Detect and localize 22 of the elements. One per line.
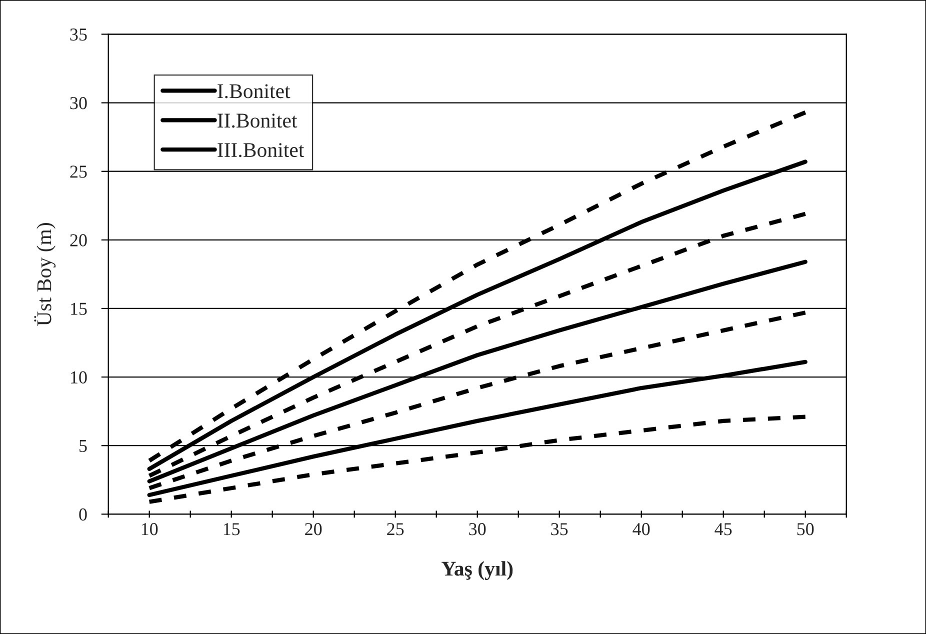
x-tick-label: 10 [142, 523, 158, 536]
y-tick-label: 10 [71, 371, 87, 384]
y-tick-label: 0 [79, 508, 87, 521]
y-tick-label: 35 [70, 28, 87, 41]
x-tick-label: 35 [551, 523, 568, 536]
y-tick-label: 30 [70, 97, 87, 110]
legend-label: I.Bonitet [218, 84, 290, 98]
legend-label: III.Bonitet [218, 143, 304, 158]
y-axis-title: Üst Boy (m) [34, 223, 56, 326]
x-tick-label: 40 [632, 523, 650, 536]
legend-label: II.Bonitet [218, 114, 298, 128]
x-tick-label: 20 [305, 523, 322, 536]
x-tick-label: 45 [714, 523, 732, 536]
x-tick-label: 15 [224, 523, 240, 536]
y-tick-label: 25 [70, 166, 87, 178]
x-tick-label: 50 [797, 523, 814, 536]
x-axis-title: Yaş (yıl) [442, 561, 513, 580]
x-tick-label: 25 [387, 523, 404, 536]
y-tick-label: 20 [70, 234, 87, 246]
x-tick-label: 30 [469, 523, 486, 536]
y-tick-label: 15 [71, 302, 87, 315]
y-tick-label: 5 [80, 440, 87, 452]
